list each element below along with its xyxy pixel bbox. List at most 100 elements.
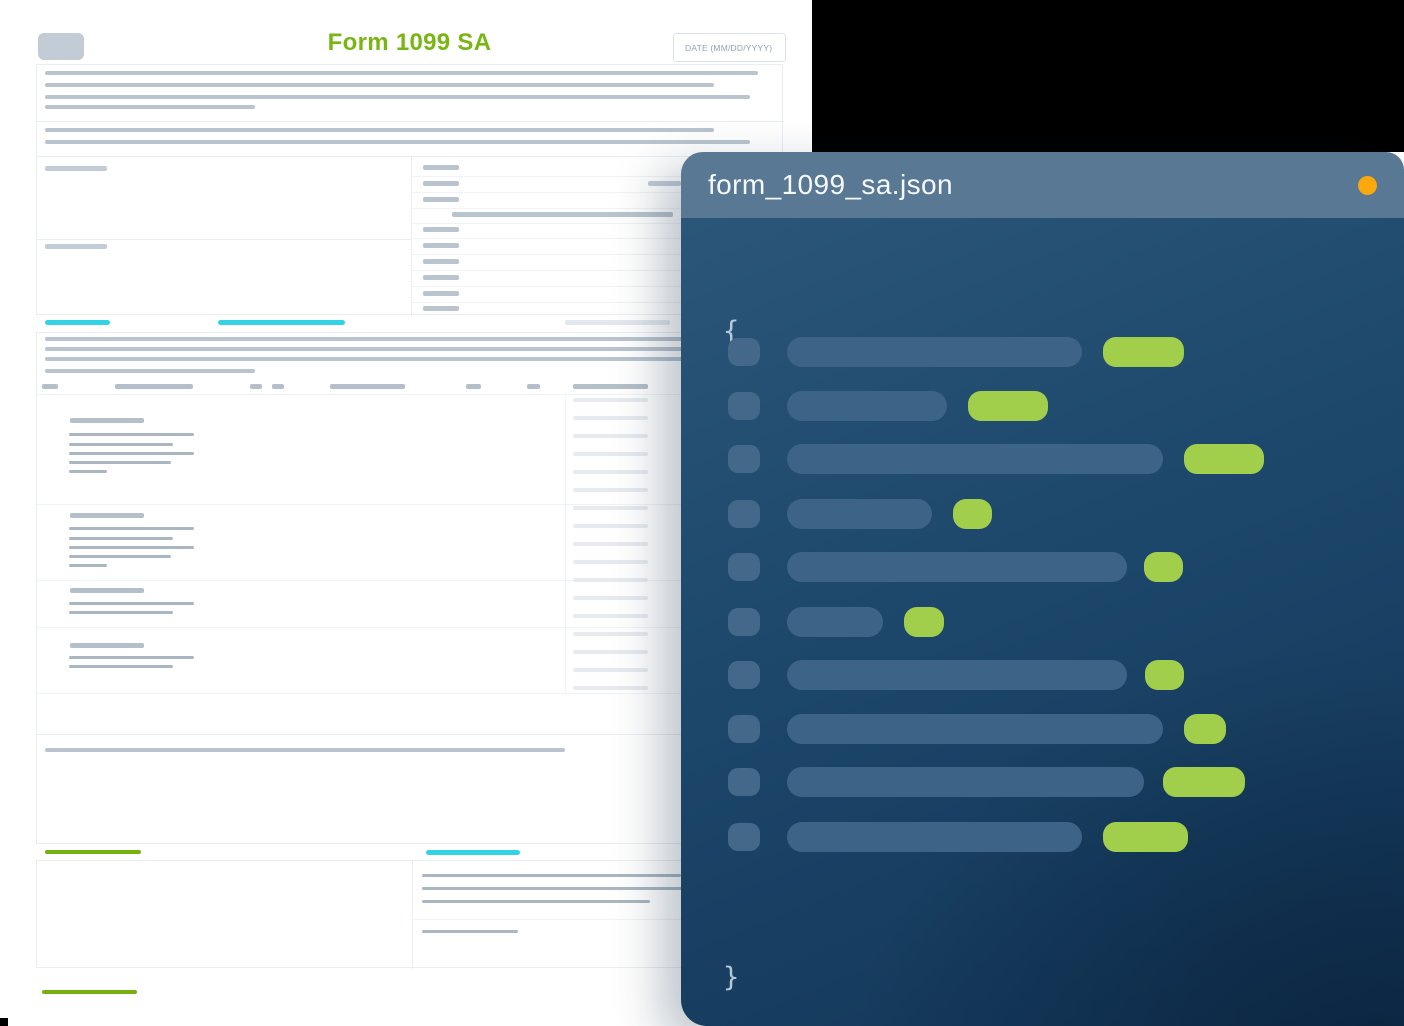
json-key-pill bbox=[787, 607, 883, 637]
json-key-pill bbox=[787, 444, 1163, 474]
json-indent-pill bbox=[728, 715, 760, 743]
editor-titlebar[interactable]: form_1099_sa.json bbox=[681, 152, 1404, 218]
placeholder-bar bbox=[423, 306, 459, 311]
placeholder-bar bbox=[250, 384, 262, 389]
placeholder-bar bbox=[573, 632, 648, 636]
json-value-pill bbox=[1184, 444, 1264, 474]
json-indent-pill bbox=[728, 823, 760, 851]
placeholder-bar bbox=[45, 369, 255, 373]
placeholder-bar bbox=[573, 650, 648, 654]
placeholder-bar bbox=[70, 513, 144, 518]
placeholder-bar bbox=[45, 166, 107, 171]
placeholder-bar bbox=[466, 384, 481, 389]
placeholder-bar bbox=[69, 527, 194, 530]
placeholder-bar bbox=[452, 212, 673, 217]
placeholder-bar bbox=[70, 588, 144, 593]
placeholder-bar bbox=[573, 452, 648, 456]
placeholder-bar bbox=[573, 398, 648, 402]
placeholder-bar bbox=[69, 433, 194, 436]
placeholder-bar bbox=[45, 128, 714, 132]
placeholder-bar bbox=[45, 105, 255, 109]
placeholder-bar bbox=[423, 165, 459, 170]
placeholder-bar bbox=[423, 291, 459, 296]
json-value-pill bbox=[1145, 660, 1184, 690]
placeholder-bar bbox=[69, 555, 171, 558]
close-brace: } bbox=[723, 962, 740, 993]
json-value-pill bbox=[1144, 552, 1183, 582]
placeholder-bar bbox=[45, 748, 565, 752]
placeholder-bar bbox=[69, 537, 173, 540]
placeholder-bar bbox=[69, 665, 173, 668]
placeholder-bar bbox=[45, 71, 758, 75]
json-row bbox=[681, 337, 1404, 367]
placeholder-bar bbox=[573, 488, 648, 492]
json-key-pill bbox=[787, 337, 1082, 367]
date-field[interactable]: DATE (MM/DD/YYYY) bbox=[673, 33, 786, 62]
placeholder-bar bbox=[69, 470, 107, 473]
json-key-pill bbox=[787, 767, 1144, 797]
placeholder-bar bbox=[573, 578, 648, 582]
placeholder-bar bbox=[426, 850, 520, 855]
json-row bbox=[681, 767, 1404, 797]
column-divider bbox=[412, 861, 413, 969]
placeholder-bar bbox=[573, 524, 648, 528]
json-editor-window: { } form_1099_sa.json bbox=[681, 152, 1404, 1026]
placeholder-bar bbox=[573, 668, 648, 672]
editor-filename: form_1099_sa.json bbox=[708, 169, 953, 200]
placeholder-bar bbox=[45, 357, 744, 361]
json-indent-pill bbox=[728, 661, 760, 689]
date-field-label: DATE (MM/DD/YYYY) bbox=[685, 42, 773, 53]
placeholder-bar bbox=[45, 140, 750, 144]
placeholder-bar bbox=[422, 900, 650, 903]
json-indent-pill bbox=[728, 500, 760, 528]
json-row bbox=[681, 552, 1404, 582]
divider bbox=[37, 239, 411, 240]
placeholder-bar bbox=[573, 560, 648, 564]
placeholder-bar bbox=[69, 443, 173, 446]
placeholder-bar bbox=[573, 542, 648, 546]
placeholder-bar bbox=[422, 887, 683, 890]
json-value-pill bbox=[904, 607, 944, 637]
black-mark-bottom-left bbox=[0, 1018, 8, 1026]
json-value-pill bbox=[1103, 822, 1188, 852]
json-key-pill bbox=[787, 391, 947, 421]
placeholder-bar bbox=[573, 384, 648, 389]
json-row bbox=[681, 444, 1404, 474]
placeholder-bar bbox=[42, 384, 58, 389]
placeholder-bar bbox=[69, 602, 194, 605]
placeholder-bar bbox=[423, 181, 459, 186]
json-row bbox=[681, 714, 1404, 744]
placeholder-bar bbox=[45, 83, 714, 87]
placeholder-bar bbox=[45, 337, 744, 341]
placeholder-bar bbox=[70, 418, 144, 423]
divider bbox=[37, 121, 784, 122]
placeholder-bar bbox=[422, 874, 681, 877]
json-key-pill bbox=[787, 660, 1127, 690]
placeholder-bar bbox=[423, 227, 459, 232]
placeholder-bar bbox=[218, 320, 345, 325]
placeholder-bar bbox=[527, 384, 540, 389]
logo-placeholder bbox=[38, 33, 84, 60]
placeholder-bar bbox=[573, 416, 648, 420]
placeholder-bar bbox=[573, 686, 648, 690]
black-backdrop-top bbox=[812, 0, 1404, 152]
column-divider bbox=[411, 156, 412, 316]
json-row bbox=[681, 822, 1404, 852]
json-indent-pill bbox=[728, 553, 760, 581]
window-control-dot[interactable] bbox=[1358, 176, 1377, 195]
json-row bbox=[681, 499, 1404, 529]
form-section-top bbox=[36, 64, 784, 316]
placeholder-bar bbox=[45, 95, 750, 99]
placeholder-bar bbox=[422, 930, 518, 933]
placeholder-bar bbox=[272, 384, 284, 389]
placeholder-bar bbox=[573, 596, 648, 600]
placeholder-bar bbox=[69, 461, 171, 464]
placeholder-bar bbox=[115, 384, 193, 389]
placeholder-bar bbox=[573, 434, 648, 438]
json-key-pill bbox=[787, 714, 1163, 744]
placeholder-bar bbox=[69, 611, 173, 614]
json-key-pill bbox=[787, 499, 932, 529]
json-row bbox=[681, 391, 1404, 421]
json-indent-pill bbox=[728, 338, 760, 366]
placeholder-bar bbox=[69, 452, 194, 455]
